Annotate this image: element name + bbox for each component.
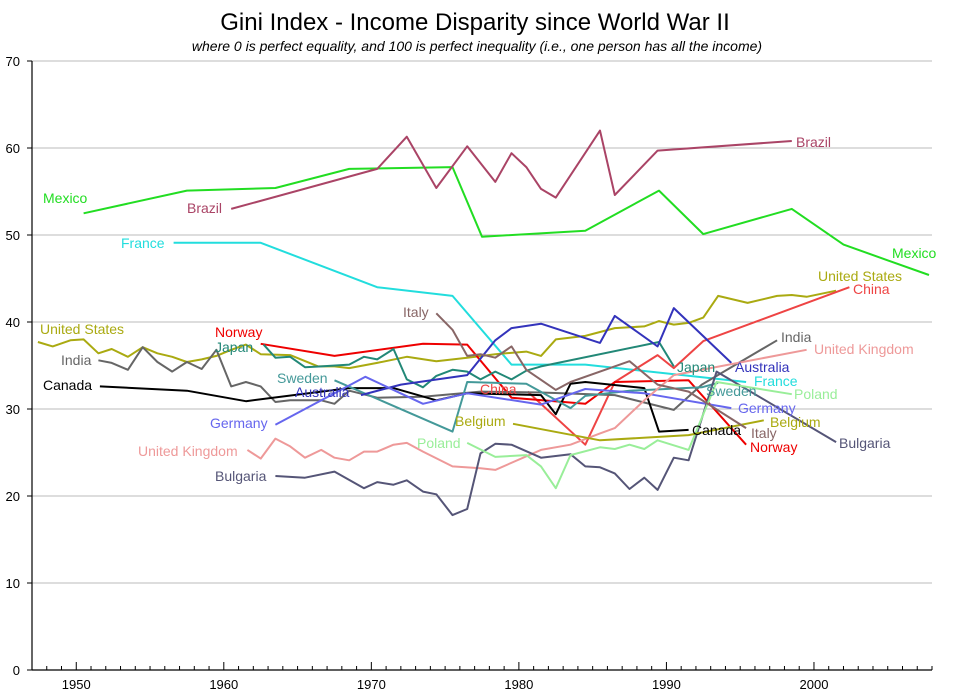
y-tick-label: 70	[6, 54, 20, 69]
series-line-united-kingdom	[246, 348, 807, 471]
series-line-france	[173, 241, 747, 383]
series-line-united-states	[37, 289, 837, 370]
series-line-norway	[260, 342, 747, 446]
y-tick-label: 10	[6, 576, 20, 591]
series-label-canada-start: Canada	[43, 377, 92, 393]
series-label-china-end: China	[853, 281, 890, 297]
y-tick-label: 50	[6, 228, 20, 243]
x-tick-label: 1970	[357, 677, 386, 692]
series-label-italy-start: Italy	[403, 304, 429, 320]
series-label-united-states-end: United States	[818, 268, 902, 284]
series-label-mexico-end: Mexico	[892, 245, 937, 261]
series-label-india-end: India	[781, 329, 812, 345]
axes: 0 10 20 30 40 50 60 70 1950 1960 1970 1980 1990 2000	[6, 54, 933, 692]
series-line-belgium	[512, 419, 764, 442]
series-line-poland	[466, 381, 792, 490]
x-tick-label: 1980	[504, 677, 533, 692]
series-label-germany-end: Germany	[738, 400, 796, 416]
series-label-italy-end: Italy	[751, 425, 777, 441]
series-line-mexico	[83, 166, 930, 276]
x-tick-label: 1990	[652, 677, 681, 692]
series-label-canada-end: Canada	[692, 422, 741, 438]
series-label-japan-end: Japan	[677, 359, 715, 375]
chart-title: Gini Index - Income Disparity since Worl…	[220, 9, 729, 36]
series-label-brazil-end: Brazil	[796, 134, 831, 150]
series-label-germany-start: Germany	[210, 415, 268, 431]
y-tick-label: 60	[6, 141, 20, 156]
series-label-poland-start: Poland	[417, 435, 461, 451]
series-label-mexico-start: Mexico	[43, 190, 88, 206]
series-label-japan-start: Japan	[215, 339, 253, 355]
y-tick-label: 20	[6, 489, 20, 504]
series-label-norway-end: Norway	[750, 439, 797, 455]
series-label-united-kingdom-end: United Kingdom	[814, 341, 914, 357]
series-label-united-states-start: United States	[40, 321, 124, 337]
y-tick-label: 0	[13, 663, 20, 678]
series-label-australia-end: Australia	[735, 359, 790, 375]
series-line-china	[527, 286, 850, 446]
series-label-france-end: France	[754, 373, 798, 389]
series-label-poland-end: Poland	[794, 386, 838, 402]
x-tick-label: 1950	[62, 677, 91, 692]
series-line-germany	[274, 375, 732, 426]
series-label-france-start: France	[121, 235, 165, 251]
series-label-sweden-end: Sweden	[706, 383, 757, 399]
series-label-united-kingdom-start: United Kingdom	[138, 443, 238, 459]
series-label-australia-start: Australia	[295, 384, 350, 400]
series-label-brazil-start: Brazil	[187, 200, 222, 216]
series-line-brazil	[230, 129, 792, 210]
y-tick-label: 30	[6, 402, 20, 417]
series-line-japan	[262, 341, 675, 389]
chart-subtitle: where 0 is perfect equality, and 100 is …	[192, 38, 762, 54]
series-line-italy	[435, 312, 747, 429]
series-label-china-start: China	[480, 381, 517, 397]
series-label-india-start: India	[61, 352, 92, 368]
series-line-bulgaria	[275, 370, 837, 517]
x-tick-label: 2000	[800, 677, 829, 692]
series-label-sweden-start: Sweden	[277, 370, 328, 386]
x-tick-label: 1960	[209, 677, 238, 692]
series-line-canada	[99, 381, 689, 433]
series-line-australia	[360, 307, 732, 397]
series-label-norway-start: Norway	[215, 324, 262, 340]
series-label-bulgaria-end: Bulgaria	[839, 435, 891, 451]
series-label-belgium-end: Belgium	[770, 414, 821, 430]
series-labels: Mexico Mexico Brazil Brazil France France Unit…	[40, 134, 937, 484]
series-label-belgium-start: Belgium	[455, 413, 506, 429]
y-tick-label: 40	[6, 315, 20, 330]
series-lines	[37, 129, 930, 517]
series-label-bulgaria-start: Bulgaria	[215, 468, 267, 484]
